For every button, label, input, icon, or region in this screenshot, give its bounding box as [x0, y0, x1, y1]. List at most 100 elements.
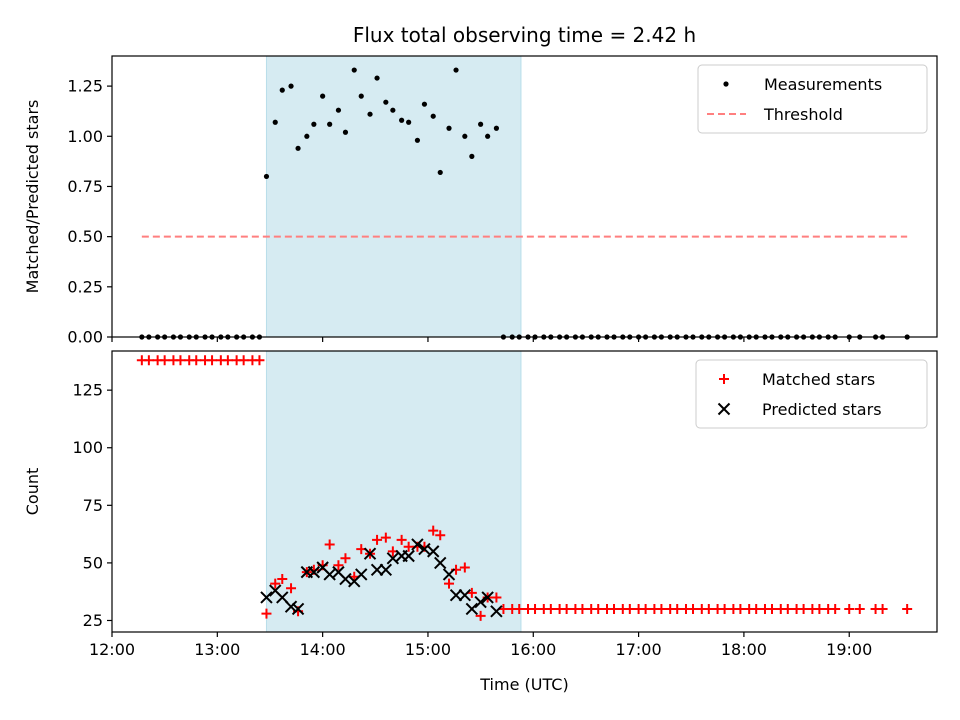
x-tick-label: 12:00 [89, 640, 135, 659]
matched-star-point [207, 355, 218, 366]
predicted-star-point [411, 538, 424, 551]
predicted-star-point [442, 568, 456, 581]
legend-box [697, 64, 928, 134]
predicted-star-point [260, 591, 273, 604]
measurement-point [478, 121, 484, 127]
matched-star-point [277, 574, 288, 585]
matched-star-point [444, 578, 455, 589]
measurement-point [374, 75, 380, 81]
matched-star-point [767, 603, 777, 614]
predicted-star-point [481, 591, 494, 604]
predicted-star-point [402, 549, 415, 563]
matched-star-point [751, 603, 762, 614]
x-axis-label: Time (UTC) [479, 675, 568, 694]
legend-label: Predicted stars [762, 400, 882, 419]
matched-star-point [459, 562, 470, 573]
matched-star-point [593, 603, 604, 614]
predicted-star-point [434, 556, 447, 570]
predicted-star-point [458, 588, 472, 602]
legend-label: Measurements [764, 75, 882, 94]
predicted-star-point [370, 563, 384, 577]
matched-star-point [175, 355, 186, 366]
matched-star-point [491, 592, 502, 603]
measurement-point [493, 125, 500, 131]
predicted-star-point [363, 547, 377, 560]
matched-star-point [798, 603, 809, 614]
legend-box [695, 359, 928, 429]
top-panel: 0.00 0.25 0.50 0.75 1.00 1.25 Flux total obser… [23, 23, 938, 347]
bottom-panel: 12:00 13:00 14:00 15:00 16:00 17:00 18:00 19:00… [23, 350, 938, 694]
x-tick-label: 15:00 [405, 640, 451, 659]
matched-star-point [719, 603, 730, 614]
chart-title: Flux total observing time = 2.42 h [353, 23, 696, 47]
matched-star-point [854, 603, 865, 614]
matched-star-point [222, 355, 233, 366]
matched-star-point [577, 603, 588, 614]
matched-star-point [782, 603, 793, 614]
measurement-point [311, 121, 317, 127]
matched-star-point [191, 355, 202, 366]
measurement-point [390, 107, 396, 113]
observing-window-shade [265, 350, 522, 633]
matched-star-point [435, 530, 446, 541]
y-tick-label: 75 [83, 496, 103, 515]
measurement-point [406, 119, 412, 125]
predicted-star-point [490, 605, 503, 618]
legend-measurement-marker [723, 81, 729, 87]
measurement-point [342, 129, 349, 135]
measurement-point [327, 121, 333, 127]
matched-star-point [261, 608, 272, 619]
y-tick-label: 0.00 [67, 328, 103, 347]
axes-frame [111, 350, 938, 633]
matched-star-point [428, 525, 439, 536]
matched-star-point [609, 603, 620, 614]
predicted-star-point [427, 545, 440, 558]
matched-star-point [372, 534, 383, 545]
matched-star-point [703, 603, 714, 614]
y-tick-label: 0.50 [67, 227, 103, 246]
matched-star-point [143, 355, 154, 366]
measurement-point [288, 83, 294, 89]
x-tick-label: 18:00 [721, 640, 767, 659]
predicted-star-point [449, 588, 463, 602]
matched-star-point [735, 603, 746, 614]
measurement-point [367, 111, 373, 117]
y-tick-label: 50 [83, 553, 103, 572]
matched-star-point [238, 355, 249, 366]
predicted-star-point [323, 568, 336, 581]
measurement-point [295, 145, 301, 151]
y-tick-label: 1.00 [67, 127, 103, 146]
observing-window-shade [265, 55, 522, 338]
matched-star-point [624, 603, 635, 614]
measurement-point [421, 101, 428, 107]
matched-star-point [545, 603, 556, 614]
measurement-point [485, 133, 491, 139]
measurement-point [462, 133, 468, 139]
predicted-star-point [284, 600, 298, 613]
matched-star-point [672, 603, 683, 614]
axes-frame [111, 55, 938, 338]
predicted-star-point [474, 595, 487, 609]
measurement-point [335, 107, 342, 113]
y-tick-label: 100 [72, 438, 103, 457]
x-tick-label: 13:00 [194, 640, 240, 659]
matched-star-point [270, 578, 281, 589]
x-tick-label: 19:00 [826, 640, 872, 659]
y-tick-label: 0.25 [67, 277, 103, 296]
predicted-star-point [339, 572, 352, 586]
y-tick-label: 0.75 [67, 177, 103, 196]
matched-star-point [830, 603, 841, 614]
predicted-star-point [307, 565, 321, 579]
x-tick-label: 14:00 [300, 640, 346, 659]
y-tick-label: 125 [72, 381, 103, 400]
legend-matched-marker [719, 374, 729, 384]
predicted-star-point [465, 602, 479, 616]
legend-predicted-marker [717, 402, 731, 416]
legend-label: Threshold [763, 105, 843, 124]
matched-star-point [561, 603, 572, 614]
x-tick-label: 17:00 [616, 640, 662, 659]
measurement-point [351, 67, 357, 73]
matched-star-point [159, 355, 170, 366]
series-predicted-stars [260, 538, 503, 618]
predicted-star-point [379, 563, 393, 577]
